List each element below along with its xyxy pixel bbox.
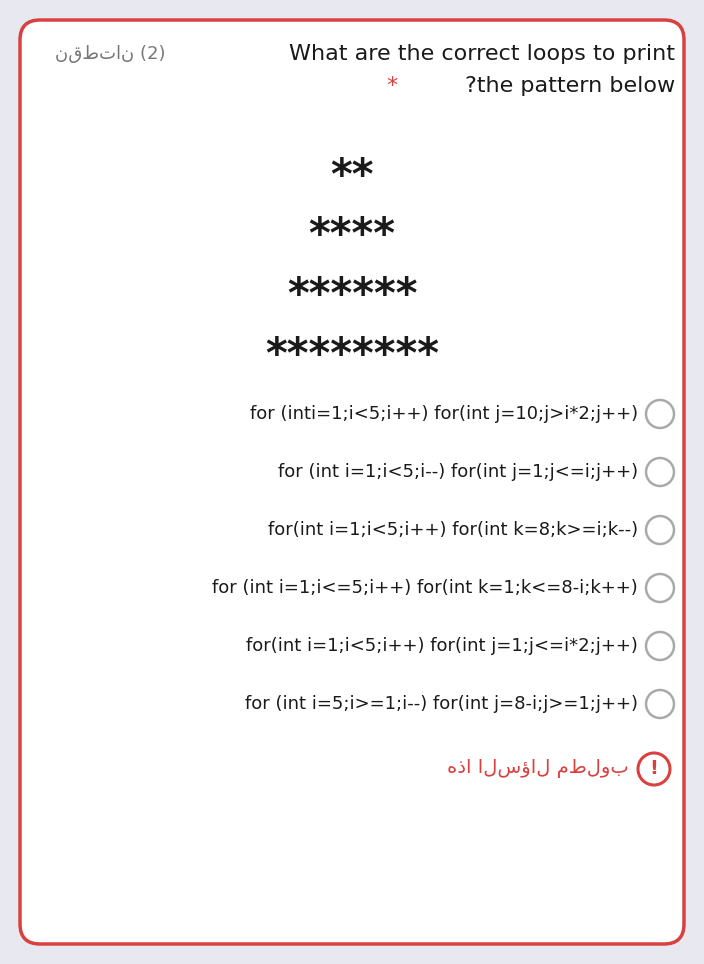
Text: هذا السؤال مطلوب: هذا السؤال مطلوب (447, 760, 629, 779)
Circle shape (646, 690, 674, 718)
Text: !: ! (650, 760, 658, 779)
Text: for(int i=1;i<5;i++) for(int k=8;k>=i;k--): for(int i=1;i<5;i++) for(int k=8;k>=i;k-… (268, 521, 638, 539)
Text: ****: **** (308, 215, 396, 257)
Text: for (int i=5;i>=1;i--) for(int j=8-i;j>=1;j++): for (int i=5;i>=1;i--) for(int j=8-i;j>=… (245, 695, 638, 713)
FancyBboxPatch shape (20, 20, 684, 944)
Text: ******: ****** (287, 275, 417, 317)
Circle shape (646, 632, 674, 660)
Text: **: ** (330, 156, 374, 198)
Circle shape (646, 516, 674, 544)
Text: ********: ******** (265, 335, 439, 377)
Circle shape (638, 753, 670, 785)
Text: for (inti=1;i<5;i++) for(int j=10;j>i*2;j++): for (inti=1;i<5;i++) for(int j=10;j>i*2;… (250, 405, 638, 423)
Circle shape (646, 574, 674, 602)
Text: for(int i=1;i<5;i++) for(int j=1;j<=i*2;j++): for(int i=1;i<5;i++) for(int j=1;j<=i*2;… (246, 637, 638, 655)
Circle shape (646, 458, 674, 486)
Text: for (int i=1;i<5;i--) for(int j=1;j<=i;j++): for (int i=1;i<5;i--) for(int j=1;j<=i;j… (278, 463, 638, 481)
Text: for (int i=1;i<=5;i++) for(int k=1;k<=8-i;k++): for (int i=1;i<=5;i++) for(int k=1;k<=8-… (212, 579, 638, 597)
Text: نقطتان (2): نقطتان (2) (55, 45, 165, 63)
Text: ?the pattern below: ?the pattern below (465, 76, 675, 96)
Text: *: * (386, 76, 397, 96)
Circle shape (646, 400, 674, 428)
Text: What are the correct loops to print: What are the correct loops to print (289, 44, 675, 64)
